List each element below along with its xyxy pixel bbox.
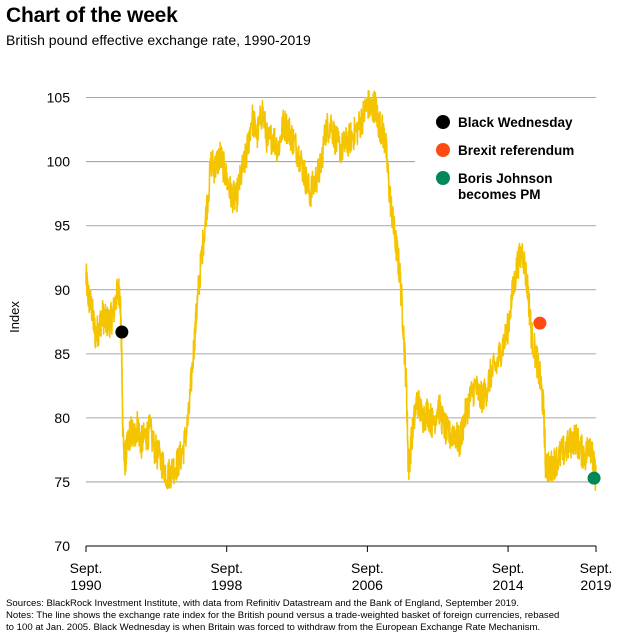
notes-line-1: Notes: The line shows the exchange rate …	[6, 610, 560, 621]
y-tick-label-100: 100	[47, 154, 71, 170]
chart-footnotes: Sources: BlackRock Investment Institute,…	[6, 598, 636, 634]
x-tick-label-year-2014: 2014	[492, 577, 523, 593]
chart-title: Chart of the week	[6, 4, 178, 27]
legend-marker-1	[436, 143, 450, 157]
legend-marker-2	[436, 171, 450, 185]
x-tick-label-month-1998: Sept.	[210, 560, 243, 576]
y-tick-label-90: 90	[54, 282, 70, 298]
x-tick-label-month-2019: Sept.	[580, 560, 613, 576]
event-marker-2	[587, 471, 601, 485]
y-tick-label-75: 75	[54, 474, 70, 490]
event-marker-0	[115, 325, 129, 339]
y-axis-label: Index	[7, 301, 22, 333]
legend-label-0: Black Wednesday	[458, 115, 573, 130]
event-markers	[115, 316, 601, 485]
y-tick-label-105: 105	[47, 90, 71, 106]
x-tick-label-year-1990: 1990	[70, 577, 101, 593]
x-tick-label-month-1990: Sept.	[70, 560, 103, 576]
x-tick-label-month-2006: Sept.	[351, 560, 384, 576]
y-tick-label-95: 95	[54, 218, 70, 234]
series-line-layer	[85, 89, 597, 492]
event-marker-1	[533, 316, 547, 330]
y-tick-label-80: 80	[54, 410, 70, 426]
x-tick-label-month-2014: Sept.	[492, 560, 525, 576]
y-tick-label-85: 85	[54, 346, 70, 362]
axes: 707580859095100105Sept.1990Sept.1998Sept…	[7, 90, 612, 593]
legend-label-1: Brexit referendum	[458, 143, 574, 158]
legend-label-2-line2: becomes PM	[458, 187, 541, 202]
x-tick-label-year-2006: 2006	[352, 577, 383, 593]
notes-line-2: to 100 at Jan. 2005. Black Wednesday is …	[6, 622, 541, 633]
x-tick-label-year-1998: 1998	[211, 577, 242, 593]
chart-subtitle: British pound effective exchange rate, 1…	[6, 32, 311, 48]
exchange-rate-chart: 707580859095100105Sept.1990Sept.1998Sept…	[7, 89, 612, 593]
grid-lines	[86, 97, 596, 483]
series-line-0	[85, 89, 597, 492]
y-tick-label-70: 70	[54, 538, 70, 554]
legend-marker-0	[436, 115, 450, 129]
sources-note: Sources: BlackRock Investment Institute,…	[6, 598, 519, 609]
legend-label-2: Boris Johnson	[458, 171, 553, 186]
x-tick-label-year-2019: 2019	[580, 577, 611, 593]
legend: Black Wednesday Brexit referendum Boris Jo…	[436, 115, 574, 202]
